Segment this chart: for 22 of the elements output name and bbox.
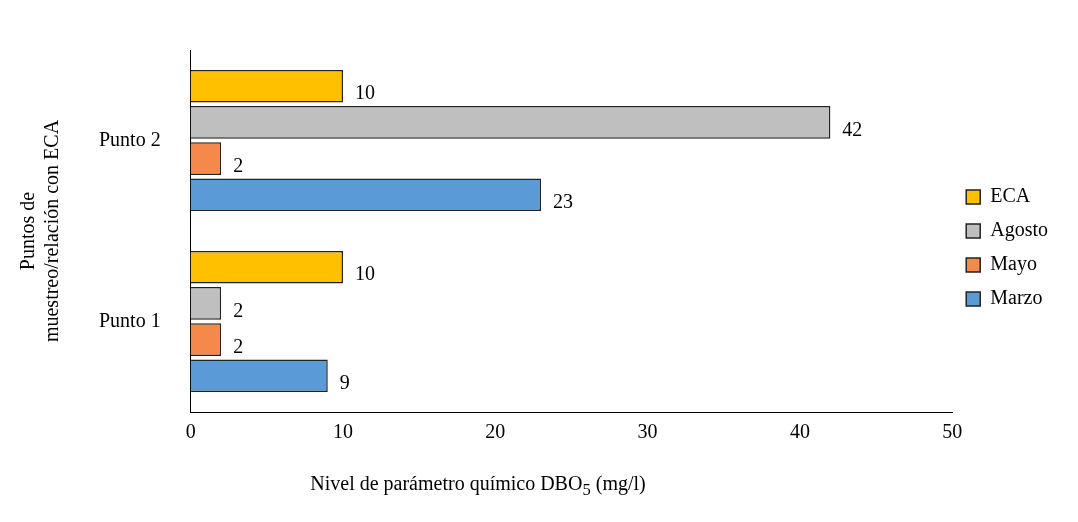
x-tick-label: 40: [789, 420, 810, 443]
data-label: 23: [552, 190, 573, 213]
x-tick-label: 50: [942, 420, 963, 443]
y-tick-label: Punto 2: [98, 127, 161, 150]
data-label: 10: [354, 81, 375, 104]
data-label: 2: [233, 153, 244, 176]
legend-label: ECA: [990, 184, 1031, 207]
data-label: 2: [233, 334, 244, 357]
y-axis-title: Puntos de muestreo/relación con ECA: [16, 119, 63, 343]
legend-label: Mayo: [990, 252, 1037, 276]
data-label: 2: [233, 298, 244, 321]
data-label: 9: [339, 371, 350, 394]
data-label: 42: [842, 117, 863, 140]
x-axis-title: Nivel de parámetro químico DBO$_{5}$ (mg/l): [309, 472, 647, 500]
legend-label: Agosto: [990, 218, 1049, 242]
y-tick-label: Punto 1: [98, 308, 161, 331]
x-tick-label: 30: [637, 420, 658, 443]
x-tick-label: 10: [332, 420, 353, 443]
x-tick-label: 0: [185, 420, 196, 443]
data-label: 10: [354, 262, 375, 285]
legend-label: Marzo: [990, 286, 1043, 309]
x-tick-label: 20: [485, 420, 506, 443]
